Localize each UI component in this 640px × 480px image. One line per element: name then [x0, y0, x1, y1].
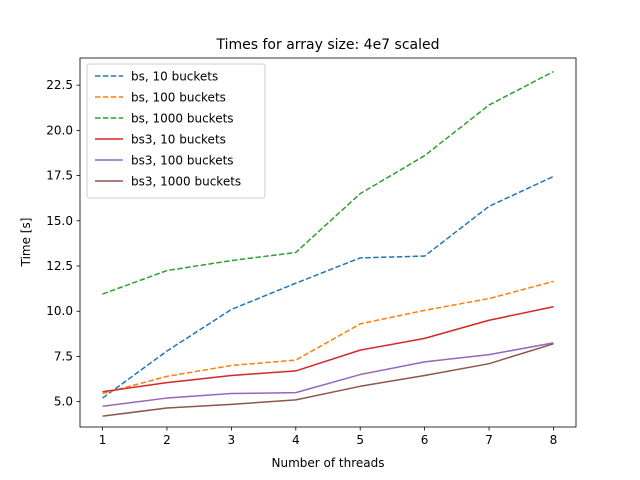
legend-label-5: bs3, 100 buckets [131, 154, 234, 168]
x-tick-label: 7 [485, 433, 493, 447]
y-tick-label: 12.5 [46, 259, 73, 273]
legend-label-2: bs, 100 buckets [131, 91, 226, 105]
legend-label-4: bs3, 10 buckets [131, 133, 226, 147]
legend-label-1: bs, 10 buckets [131, 70, 218, 84]
x-tick-label: 5 [356, 433, 364, 447]
plot-area [102, 70, 554, 417]
series-line-2 [102, 280, 554, 395]
series-line-6 [102, 343, 554, 417]
x-tick-label: 2 [163, 433, 171, 447]
y-tick-label: 20.0 [46, 123, 73, 137]
y-tick-label: 22.5 [46, 78, 73, 92]
x-tick-label: 6 [421, 433, 429, 447]
y-tick-label: 7.5 [54, 349, 73, 363]
y-axis-label: Time [s] [19, 218, 33, 268]
y-tick-label: 17.5 [46, 169, 73, 183]
x-tick-label: 8 [550, 433, 558, 447]
axes-frame [79, 57, 577, 428]
y-tick-label: 10.0 [46, 304, 73, 318]
y-tick-label: 15.0 [46, 214, 73, 228]
legend-label-3: bs, 1000 buckets [131, 112, 234, 126]
x-tick-label: 4 [292, 433, 300, 447]
series-line-5 [102, 342, 554, 407]
x-axis-label: Number of threads [272, 456, 385, 470]
chart-title: Times for array size: 4e7 scaled [215, 37, 439, 53]
legend: bs, 10 buckets bs, 100 buckets bs, 1000 bu… [86, 63, 266, 199]
y-tick-label: 5.0 [54, 395, 73, 409]
x-tick-label: 1 [99, 433, 107, 447]
series-line-3 [102, 70, 554, 295]
series-line-4 [102, 305, 554, 393]
legend-box [86, 63, 266, 199]
series-line-1 [102, 175, 554, 399]
legend-label-6: bs3, 1000 buckets [131, 175, 241, 189]
x-tick-label: 3 [228, 433, 236, 447]
axes: 1 2 3 4 5 6 7 8 5.0 7.5 10.0 12.5 15.0 17.5 20.0 22.5 [46, 57, 577, 447]
